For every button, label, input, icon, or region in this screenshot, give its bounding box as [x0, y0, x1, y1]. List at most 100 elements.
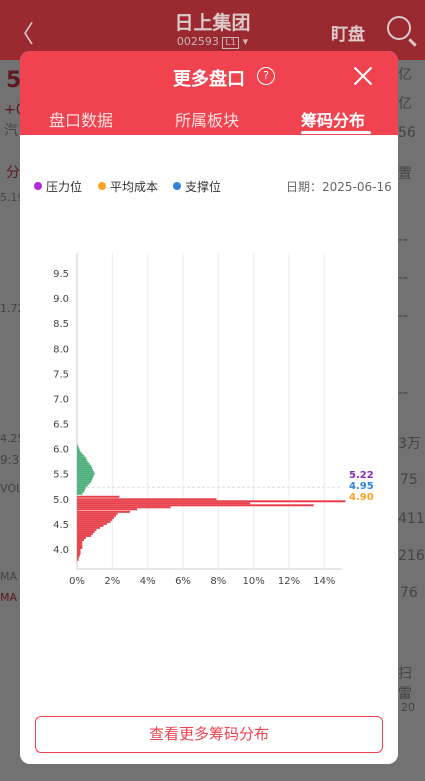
- legend-pressure: 压力位: [34, 178, 82, 195]
- chip-distribution-chart: 0% 2% 4% 6% 8% 10% 12% 14% 9.5 9.0 8.5 8.0 7.5 7.0 6.5…: [53, 253, 374, 587]
- legend-support: 支撑位: [173, 178, 221, 195]
- bg-fragment: MA: [0, 591, 18, 604]
- support-dot-icon: [173, 182, 181, 190]
- marker-label: 4.90: [349, 492, 374, 503]
- chip-bar: [77, 498, 217, 501]
- chip-bar: [77, 448, 80, 451]
- y-tick-label: 5.5: [53, 470, 69, 481]
- chip-bar: [77, 522, 108, 525]
- bg-fragment: 亿: [398, 67, 412, 83]
- marker-label: 4.95: [349, 481, 374, 492]
- chip-bar: [77, 524, 104, 527]
- chip-bar: [77, 454, 85, 457]
- chip-bar: [77, 474, 94, 477]
- bg-fragment: 75: [400, 472, 418, 488]
- bg-fragment: --: [398, 385, 409, 401]
- bg-fragment: 扫雷: [398, 666, 412, 702]
- chip-bar: [77, 500, 346, 503]
- more-quotes-modal: 更多盘口 ? 盘口数据 所属板块 筹码分布 压力位 平均成本 支撑位 日期：20…: [20, 51, 398, 764]
- chip-bar: [77, 460, 88, 463]
- chip-bar: [77, 518, 113, 521]
- legend-label: 支撑位: [185, 180, 222, 194]
- bg-fragment: 20: [401, 701, 415, 714]
- legend-label: 平均成本: [110, 180, 159, 194]
- bg-fragment: 1.72: [0, 302, 25, 315]
- marker-label: 5.22: [349, 470, 374, 481]
- chip-bar: [77, 450, 81, 453]
- y-tick-label: 9.5: [53, 269, 69, 280]
- average-cost-dot-icon: [98, 182, 106, 190]
- date-label: 日期：2025-06-16: [286, 180, 392, 194]
- bg-fragment: 亿: [398, 96, 412, 112]
- app-header: 〈 日上集团 002593 L1 ▾ 盯盘: [0, 0, 425, 60]
- tab-chip-distribution[interactable]: 筹码分布: [301, 111, 366, 130]
- bg-fragment: --: [398, 232, 409, 248]
- x-tick-label: 2%: [104, 576, 120, 587]
- chip-bar: [77, 504, 314, 507]
- bg-fragment: 5.19: [0, 191, 25, 204]
- chip-bar: [77, 470, 94, 473]
- chip-bar: [77, 482, 90, 485]
- chip-bar: [77, 554, 80, 557]
- chip-bar: [77, 540, 83, 543]
- chip-bar: [77, 534, 92, 537]
- help-icon[interactable]: ?: [257, 67, 275, 85]
- chip-bar: [77, 508, 138, 511]
- x-tick-label: 14%: [313, 576, 335, 587]
- tab-quote-data[interactable]: 盘口数据: [49, 111, 114, 130]
- chip-bar: [77, 484, 88, 487]
- chip-bar: [77, 456, 86, 459]
- chip-bar: [77, 558, 79, 561]
- stock-code: 002593 L1 ▾: [176, 35, 249, 49]
- x-tick-label: 8%: [210, 576, 226, 587]
- bg-fragment: 216: [398, 548, 425, 564]
- y-tick-label: 4.0: [53, 545, 69, 556]
- chip-bar: [77, 464, 92, 467]
- legend-average-cost: 平均成本: [98, 178, 158, 195]
- chip-bar: [77, 476, 93, 479]
- chip-bar: [77, 444, 78, 447]
- chip-bar: [77, 495, 120, 498]
- chip-bar: [77, 548, 81, 551]
- chip-bar: [77, 452, 83, 455]
- bg-fragment: 56: [398, 125, 416, 141]
- view-more-chip-button[interactable]: 查看更多筹码分布: [35, 716, 383, 753]
- watch-button[interactable]: 盯盘: [331, 25, 365, 45]
- chip-bar: [77, 506, 171, 509]
- chip-bar: [77, 514, 116, 517]
- bg-fragment: 76: [400, 585, 418, 601]
- chip-bar: [77, 486, 86, 489]
- bg-fragment: --: [398, 308, 409, 324]
- y-tick-label: 6.5: [53, 420, 69, 431]
- back-icon[interactable]: 〈: [10, 20, 34, 48]
- bg-fragment: 分: [6, 165, 20, 181]
- x-tick-label: 4%: [140, 576, 156, 587]
- chip-bar: [77, 472, 95, 475]
- chip-bar: [77, 520, 111, 523]
- chip-bar: [77, 458, 87, 461]
- bg-fragment: MA: [0, 570, 18, 583]
- chart-bars: [77, 444, 346, 561]
- chip-bar: [77, 528, 97, 531]
- x-tick-label: 10%: [243, 576, 265, 587]
- stock-name: 日上集团: [174, 12, 251, 34]
- chip-bar: [77, 556, 79, 559]
- chip-bar: [77, 546, 83, 549]
- chip-bar: [77, 480, 92, 483]
- bg-fragment: 4.25: [0, 432, 25, 445]
- chip-bar: [77, 538, 85, 541]
- x-tick-label: 0%: [69, 576, 85, 587]
- chip-bar: [77, 516, 115, 519]
- modal-header: 更多盘口 ? 盘口数据 所属板块 筹码分布: [20, 51, 398, 135]
- search-icon[interactable]: [387, 16, 411, 40]
- chip-bar: [77, 530, 95, 533]
- chip-bar: [77, 526, 100, 529]
- chip-bar: [77, 462, 90, 465]
- x-tick-label: 12%: [278, 576, 300, 587]
- chip-bar: [77, 478, 93, 481]
- y-tick-label: 4.5: [53, 520, 69, 531]
- bg-fragment: 置: [398, 166, 412, 182]
- close-icon[interactable]: [350, 63, 376, 89]
- tab-sectors[interactable]: 所属板块: [175, 111, 240, 130]
- active-tab-indicator: [301, 131, 371, 134]
